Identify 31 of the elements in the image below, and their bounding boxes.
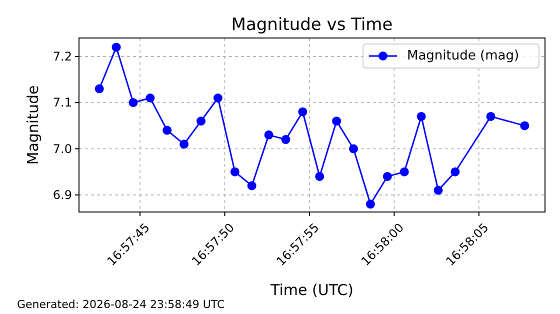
point (213, 94, 222, 102)
point (349, 144, 358, 154)
point (264, 130, 274, 140)
point (281, 135, 290, 144)
point (315, 172, 324, 181)
point (366, 200, 375, 209)
point (230, 167, 240, 176)
point (196, 116, 206, 126)
chart-title: Magnitude vs Time (231, 15, 393, 35)
point (94, 84, 104, 94)
point (434, 186, 443, 195)
point (450, 167, 460, 176)
point (332, 116, 342, 126)
point (400, 167, 409, 176)
y-axis-title: Magnitude (24, 85, 42, 165)
x-axis-title: Time (UTC) (270, 281, 354, 299)
text: Generated: 2026-08-24 23:58:49 UTC (17, 298, 226, 311)
y-tick-label: 7.2 (52, 49, 72, 64)
point (247, 181, 256, 190)
y-tick-label: 7.0 (52, 142, 72, 156)
legend-label: Magnitude (mag) (407, 48, 520, 64)
point (382, 172, 392, 181)
point (180, 140, 189, 149)
y-tick-label: 6.9 (52, 188, 72, 202)
point (146, 94, 155, 102)
point (112, 42, 121, 52)
point (298, 107, 308, 116)
point (162, 126, 172, 135)
point (416, 112, 426, 121)
y-tick-label: 7.1 (52, 96, 72, 110)
point (128, 98, 138, 108)
